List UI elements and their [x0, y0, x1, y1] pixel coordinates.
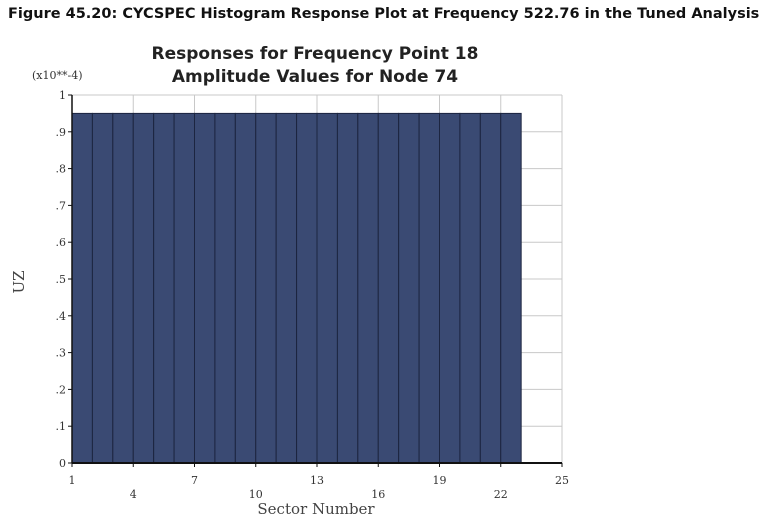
bar-sector-18 — [418, 112, 441, 464]
y-tick-label: .3 — [56, 347, 67, 360]
x-tick-label: 1 — [69, 474, 76, 487]
bar-sector-10 — [255, 112, 277, 464]
bar-sector-4 — [132, 112, 155, 464]
y-tick-label: 0 — [59, 457, 66, 470]
y-axis-label: UZ — [10, 270, 28, 293]
chart-title: Responses for Frequency Point 18 — [152, 44, 479, 64]
bar-sector-9 — [234, 112, 257, 464]
y-tick-label: .2 — [56, 383, 67, 396]
bar-sector-12 — [296, 112, 318, 464]
bar-sector-21 — [479, 112, 502, 464]
bar-sector-8 — [214, 112, 236, 464]
bar-sector-1 — [71, 112, 93, 464]
x-tick-label: 19 — [433, 474, 447, 487]
bar-sector-2 — [91, 112, 114, 464]
bar-sector-13 — [316, 112, 338, 464]
y-tick-label: .7 — [56, 199, 67, 212]
bar-sector-11 — [275, 112, 298, 464]
bar-sector-7 — [194, 112, 216, 464]
y-tick-label: .6 — [56, 236, 67, 249]
y-tick-label: .5 — [56, 273, 67, 286]
y-tick-label: .1 — [56, 420, 67, 433]
x-tick-label: 16 — [371, 488, 385, 501]
bar-sector-16 — [377, 112, 400, 464]
x-tick-label: 4 — [130, 488, 137, 501]
figure-caption: Figure 45.20: CYCSPEC Histogram Response… — [8, 6, 760, 22]
y-tick-label: .9 — [56, 126, 67, 139]
bar-sector-3 — [112, 112, 134, 464]
y-tick-label: 1 — [59, 89, 66, 102]
chart-subtitle: Amplitude Values for Node 74 — [172, 67, 458, 87]
bar-sector-17 — [398, 112, 420, 464]
bar-sector-6 — [173, 112, 195, 464]
bar-sector-5 — [153, 112, 175, 464]
x-tick-label: 22 — [494, 488, 508, 501]
y-tick-label: .8 — [56, 163, 67, 176]
tick-labels: 0 .1 .2 .3 .4 .5 .6 .7 .8 .9 1 1 4 7 10 13 16 19 22 25 — [56, 89, 570, 501]
bar-sector-19 — [439, 112, 461, 464]
x-tick-label: 7 — [191, 474, 198, 487]
x-axis-label: Sector Number — [257, 500, 375, 518]
axes — [68, 94, 563, 467]
y-tick-label: .4 — [56, 310, 67, 323]
bar-sector-20 — [459, 112, 481, 464]
x-tick-label: 13 — [310, 474, 324, 487]
x-tick-label: 10 — [249, 488, 263, 501]
y-exponent-label: (x10**-4) — [32, 69, 83, 82]
bars — [71, 112, 522, 464]
x-tick-label: 25 — [555, 474, 569, 487]
bar-sector-22 — [500, 112, 522, 464]
bar-sector-14 — [336, 112, 359, 464]
bar-sector-15 — [357, 112, 379, 464]
